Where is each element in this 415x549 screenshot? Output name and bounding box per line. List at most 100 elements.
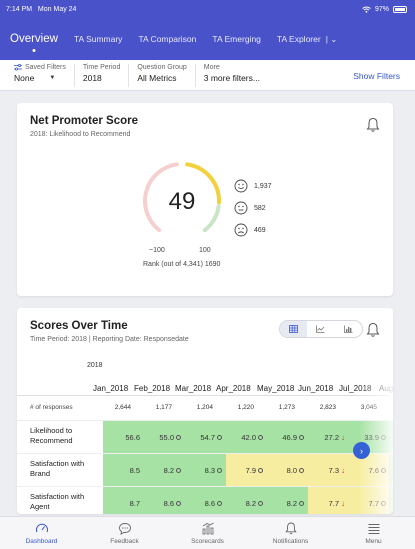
score-value: 55.0	[159, 433, 174, 442]
status-time: 7:14 PM	[6, 5, 33, 13]
bell-icon[interactable]	[366, 117, 380, 133]
column-header[interactable]: Mar_2018	[175, 384, 212, 393]
nps-range-min: −100	[149, 247, 165, 254]
nps-card: Net Promoter Score 2018: Likelihood to R…	[17, 103, 393, 296]
score-cell[interactable]: 7.9	[226, 454, 267, 487]
score-cell[interactable]: 55.0	[144, 421, 185, 454]
tab-overview[interactable]: Overview	[10, 33, 58, 52]
more-filters[interactable]: More 3 more filters...	[204, 64, 268, 87]
no-change-icon	[299, 468, 304, 473]
happy-face-icon	[234, 179, 248, 193]
question-group-filter[interactable]: Question Group All Metrics	[137, 64, 196, 87]
passives-count: 582	[254, 204, 266, 212]
gauge-promoter-arc	[185, 162, 221, 205]
scores-over-time-card: Scores Over Time Time Period: 2018 | Rep…	[17, 308, 393, 514]
column-header[interactable]: Feb_2018	[134, 384, 171, 393]
tab-ta-comparison[interactable]: TA Comparison	[138, 34, 196, 44]
nps-subtitle: 2018: Likelihood to Recommend	[30, 131, 131, 138]
tab-ta-summary[interactable]: TA Summary	[74, 34, 123, 44]
column-header[interactable]: Apr_2018	[216, 384, 251, 393]
no-change-icon	[217, 435, 222, 440]
caret-down-icon: ▼	[49, 75, 56, 81]
score-cell[interactable]: 46.9	[267, 421, 308, 454]
score-cell[interactable]: 8.2	[267, 487, 308, 514]
status-date: Mon May 24	[37, 5, 77, 13]
gauge-passive-arc	[202, 204, 221, 233]
score-cell[interactable]: 8.7	[103, 487, 144, 514]
no-change-icon	[258, 501, 263, 506]
score-cell[interactable]: 42.0	[226, 421, 267, 454]
header-row: Jan_2018 Feb_2018 Mar_2018 Apr_2018 May_2018…	[17, 384, 393, 396]
bell-icon	[284, 522, 297, 534]
line-chart-icon	[316, 325, 325, 333]
tab-ta-explorer[interactable]: TA Explorer | ⌄	[277, 34, 337, 45]
tab-feedback[interactable]: Feedback	[83, 517, 166, 549]
tab-label: Notifications	[272, 537, 309, 545]
score-value: 8.6	[163, 499, 174, 508]
score-cell[interactable]: 7.3 ↓	[308, 454, 349, 487]
filter-label: Saved Filters	[25, 64, 66, 71]
score-cell[interactable]: 8.0	[267, 454, 308, 487]
sad-face-icon	[234, 223, 248, 237]
tab-menu[interactable]: Menu	[332, 517, 415, 549]
tab-dashboard[interactable]: Dashboard	[0, 517, 83, 549]
line-view-button[interactable]	[307, 321, 334, 337]
score-cell[interactable]: 8.2	[226, 487, 267, 514]
no-change-icon	[176, 468, 181, 473]
filter-bar: Saved Filters None ▼ Time Period 2018 Qu…	[0, 60, 415, 91]
tab-ta-emerging[interactable]: TA Emerging	[212, 34, 261, 44]
score-value: 8.6	[204, 499, 215, 508]
promoters-count: 1,937	[254, 182, 272, 190]
table-view-button[interactable]	[280, 321, 308, 337]
battery-percent: 97%	[374, 5, 389, 13]
table-icon	[289, 325, 299, 333]
score-cell[interactable]: 8.2	[144, 454, 185, 487]
sot-title: Scores Over Time	[30, 320, 128, 332]
chat-icon	[118, 522, 131, 535]
score-value: 46.9	[282, 433, 297, 442]
bar-view-button[interactable]	[335, 321, 362, 337]
nps-score: 49	[168, 188, 196, 215]
chevron-down-icon[interactable]: | ⌄	[325, 33, 338, 44]
response-count: 1,273	[278, 404, 295, 411]
bar-chart-icon	[343, 325, 353, 333]
tab-notifications[interactable]: Notifications	[249, 517, 332, 549]
score-cell[interactable]: 8.5	[103, 454, 144, 487]
score-cell[interactable]: 54.7	[185, 421, 226, 454]
nps-range-max: 100	[199, 247, 211, 254]
score-cell[interactable]: 8.3	[185, 454, 226, 487]
saved-filters[interactable]: Saved Filters None ▼	[14, 64, 75, 87]
response-count: 1,220	[237, 404, 254, 411]
tab-scorecards[interactable]: Scorecards	[166, 517, 249, 549]
tab-label: Dashboard	[25, 537, 58, 545]
score-cell[interactable]: 7.7 ↓	[308, 487, 349, 514]
filter-value: 3 more filters...	[203, 73, 260, 83]
bell-icon[interactable]	[366, 322, 380, 338]
scroll-right-button[interactable]: ›	[353, 442, 370, 459]
response-count: 2,644	[114, 404, 131, 411]
response-count: 2,823	[319, 404, 336, 411]
gauge-detractor-arc	[142, 162, 179, 233]
score-value: 8.2	[163, 466, 174, 475]
score-cell[interactable]: 56.6	[103, 421, 144, 454]
score-cell[interactable]: 8.6	[185, 487, 226, 514]
show-filters-button[interactable]: Show Filters	[353, 71, 400, 81]
nps-breakdown: 1,937 582 469	[234, 175, 272, 241]
score-value: 8.0	[286, 466, 297, 475]
time-period-filter[interactable]: Time Period 2018	[82, 64, 130, 87]
score-cell[interactable]: 27.2 ↓	[308, 421, 349, 454]
row-label: Satisfaction with Agent	[30, 492, 85, 511]
filter-label: More	[203, 64, 220, 71]
column-header[interactable]: Jun_2018	[298, 384, 334, 393]
column-header[interactable]: May_2018	[257, 384, 295, 393]
responses-label: # of responses	[30, 404, 73, 411]
column-header[interactable]: Jan_2018	[93, 384, 129, 393]
filter-value: 2018	[82, 73, 102, 83]
saved-filters-value: None ▼	[14, 73, 66, 83]
score-value: 8.5	[129, 466, 140, 475]
down-arrow-icon: ↓	[341, 499, 345, 508]
column-header[interactable]: Jul_2018	[339, 384, 372, 393]
year-label: 2018	[87, 362, 103, 369]
down-arrow-icon: ↓	[341, 433, 345, 442]
score-cell[interactable]: 8.6	[144, 487, 185, 514]
